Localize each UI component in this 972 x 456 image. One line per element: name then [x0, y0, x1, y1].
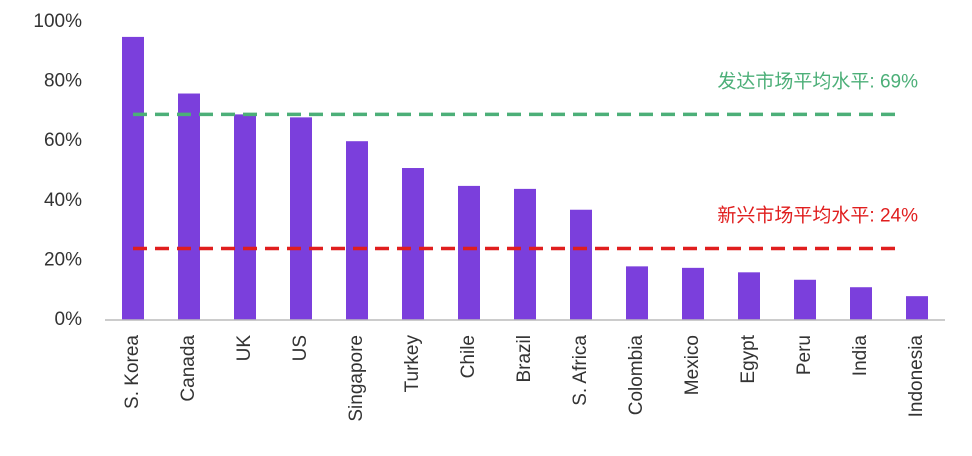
- x-tick-label: Peru: [794, 335, 815, 375]
- y-tick-label: 40%: [44, 190, 82, 211]
- bar: [122, 36, 144, 321]
- x-tick-label: UK: [234, 335, 255, 362]
- reference-label: 新兴市场平均水平: 24%: [717, 204, 918, 226]
- x-tick-label: Egypt: [738, 334, 759, 383]
- y-tick-label: 100%: [33, 11, 82, 32]
- bar: [906, 296, 928, 320]
- bar: [402, 168, 424, 320]
- x-tick-label: Brazil: [514, 335, 535, 383]
- x-tick-label: Turkey: [402, 335, 423, 393]
- x-tick-label: Chile: [458, 335, 479, 378]
- y-tick-label: 0%: [55, 309, 83, 330]
- bar: [178, 93, 200, 321]
- x-tick-label: Colombia: [626, 335, 647, 416]
- bar: [626, 266, 648, 320]
- bar: [290, 117, 312, 320]
- y-tick-label: 80%: [44, 71, 82, 92]
- bar: [458, 185, 480, 320]
- bar: [514, 188, 536, 320]
- bar: [682, 267, 704, 320]
- bar: [850, 287, 872, 320]
- bar: [346, 141, 368, 320]
- x-tick-label: Indonesia: [906, 335, 927, 418]
- x-tick-label: S. Africa: [570, 335, 591, 406]
- bar: [794, 279, 816, 320]
- bar: [570, 209, 592, 320]
- y-tick-label: 20%: [44, 249, 82, 270]
- reference-label: 发达市场平均水平: 69%: [717, 70, 918, 92]
- x-tick-label: Canada: [178, 335, 199, 402]
- bar: [738, 272, 760, 320]
- x-tick-label: India: [850, 335, 871, 377]
- bar: [234, 114, 256, 320]
- x-tick-label: Singapore: [346, 335, 367, 422]
- x-tick-label: S. Korea: [122, 335, 143, 409]
- x-tick-label: Mexico: [682, 335, 703, 395]
- y-tick-label: 60%: [44, 130, 82, 151]
- x-tick-label: US: [290, 335, 311, 361]
